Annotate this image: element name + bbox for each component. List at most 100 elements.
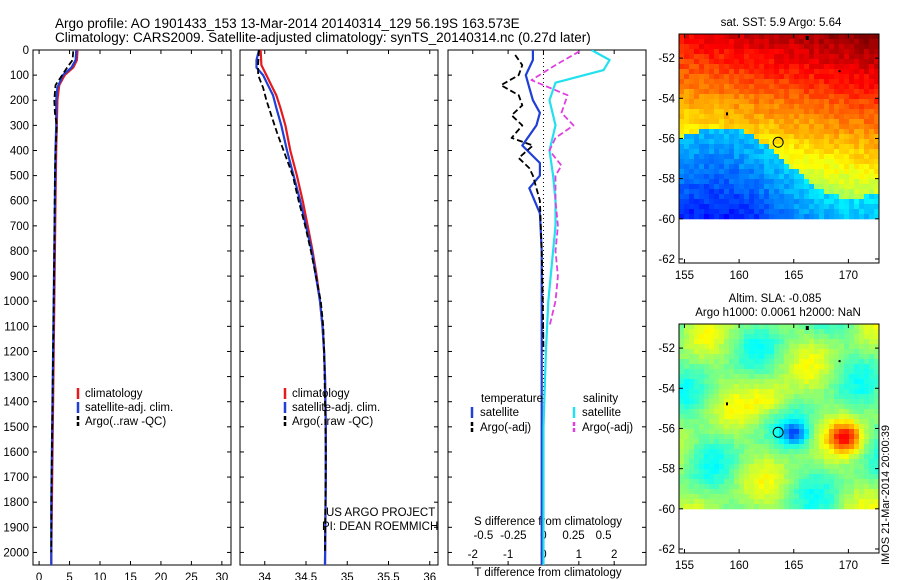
heatmap-cell [769,464,775,470]
heatmap-cell [854,49,860,55]
heatmap-cell [689,499,695,505]
heatmap-cell [829,344,835,350]
heatmap-cell [764,69,770,75]
heatmap-cell [819,169,825,175]
heatmap-cell [764,324,770,330]
heatmap-cell [784,94,790,100]
heatmap-cell [829,154,835,160]
heatmap-cell [689,44,695,50]
heatmap-cell [854,69,860,75]
heatmap-cell [789,189,795,195]
heatmap-cell [784,339,790,345]
heatmap-cell [699,59,705,65]
heatmap-cell [814,189,820,195]
heatmap-cell [804,129,810,135]
heatmap-cell [804,489,810,495]
heatmap-cell [794,164,800,170]
heatmap-cell [709,204,715,210]
heatmap-cell [754,324,760,330]
heatmap-cell [854,499,860,505]
heatmap-cell [794,114,800,120]
heatmap-cell [739,44,745,50]
heatmap-cell [819,334,825,340]
heatmap-cell [679,399,685,405]
heatmap-cell [704,374,710,380]
heatmap-cell [719,144,725,150]
heatmap-cell [774,169,780,175]
heatmap-cell [854,144,860,150]
heatmap-cell [794,34,800,40]
heatmap-cell [734,144,740,150]
heatmap-cell [704,74,710,80]
heatmap-cell [869,379,875,385]
heatmap-cell [714,144,720,150]
heatmap-cell [864,394,870,400]
heatmap-cell [684,179,690,185]
heatmap-cell [814,49,820,55]
heatmap-cell [754,439,760,445]
heatmap-cell [744,49,750,55]
heatmap-cell [744,129,750,135]
heatmap-cell [784,99,790,105]
heatmap-cell [869,94,875,100]
heatmap-cell [704,354,710,360]
heatmap-cell [819,199,825,205]
heatmap-cell [834,94,840,100]
heatmap-cell [809,164,815,170]
heatmap-cell [799,459,805,465]
heatmap-cell [699,154,705,160]
heatmap-cell [804,334,810,340]
heatmap-cell [854,359,860,365]
heatmap-cell [724,469,730,475]
salinity-axis-label: S difference from climatology [474,516,622,528]
heatmap-cell [864,479,870,485]
heatmap-cell [774,209,780,215]
heatmap-cell [789,469,795,475]
heatmap-cell [844,464,850,470]
heatmap-cell [849,409,855,415]
heatmap-cell [824,404,830,410]
heatmap-cell [759,129,765,135]
heatmap-cell [864,39,870,45]
heatmap-cell [829,74,835,80]
heatmap-cell [764,479,770,485]
heatmap-cell [739,389,745,395]
heatmap-cell [794,54,800,60]
heatmap-cell [739,419,745,425]
heatmap-cell [834,349,840,355]
heatmap-cell [714,104,720,110]
heatmap-cell [699,434,705,440]
heatmap-cell [874,199,879,205]
heatmap-cell [744,214,750,220]
heatmap-cell [794,179,800,185]
heatmap-cell [764,109,770,115]
heatmap-cell [724,89,730,95]
heatmap-cell [809,119,815,125]
heatmap-cell [689,384,695,390]
heatmap-cell [809,499,815,505]
heatmap-cell [839,69,845,75]
heatmap-cell [679,54,685,60]
heatmap-cell [759,164,765,170]
heatmap-cell [754,89,760,95]
heatmap-cell [874,409,879,415]
heatmap-cell [684,494,690,500]
heatmap-cell [759,459,765,465]
heatmap-cell [704,364,710,370]
heatmap-cell [834,329,840,335]
heatmap-cell [869,424,875,430]
heatmap-cell [704,159,710,165]
heatmap-cell [784,399,790,405]
heatmap-cell [864,64,870,70]
heatmap-cell [679,359,685,365]
heatmap-cell [694,164,700,170]
heatmap-cell [679,164,685,170]
heatmap-cell [844,119,850,125]
heatmap-cell [724,334,730,340]
heatmap-cell [779,364,785,370]
heatmap-cell [759,179,765,185]
heatmap-cell [789,104,795,110]
heatmap-cell [739,134,745,140]
heatmap-cell [789,494,795,500]
heatmap-cell [829,419,835,425]
